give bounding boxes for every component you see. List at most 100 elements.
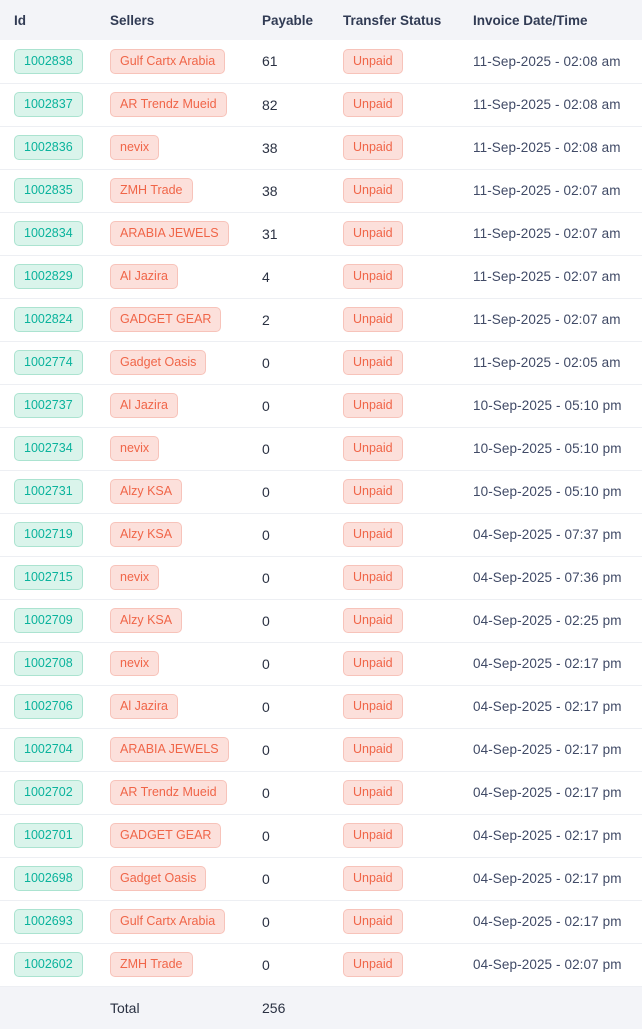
status-cell: Unpaid (329, 469, 459, 513)
seller-badge[interactable]: Gadget Oasis (110, 866, 207, 891)
seller-badge[interactable]: ZMH Trade (110, 952, 193, 977)
payable-value: 0 (248, 555, 329, 599)
seller-badge[interactable]: AR Trendz Mueid (110, 780, 227, 805)
seller-cell: ARABIA JEWELS (96, 727, 248, 771)
payable-value: 31 (248, 211, 329, 255)
seller-badge[interactable]: Alzy KSA (110, 479, 183, 504)
status-badge: Unpaid (343, 909, 403, 934)
invoice-datetime: 10-Sep-2025 - 05:10 pm (459, 469, 642, 513)
payable-value: 0 (248, 426, 329, 470)
seller-badge[interactable]: nevix (110, 436, 160, 461)
status-cell: Unpaid (329, 254, 459, 298)
id-cell: 1002701 (0, 813, 96, 857)
payable-value: 0 (248, 727, 329, 771)
seller-badge[interactable]: ARABIA JEWELS (110, 737, 229, 762)
payable-value: 0 (248, 684, 329, 728)
status-badge: Unpaid (343, 780, 403, 805)
seller-badge[interactable]: AR Trendz Mueid (110, 92, 227, 117)
invoice-id-badge[interactable]: 1002715 (14, 565, 83, 590)
payable-value: 61 (262, 53, 278, 70)
status-badge: Unpaid (343, 694, 403, 719)
status-badge: Unpaid (343, 436, 403, 461)
status-badge: Unpaid (343, 823, 403, 848)
table-row: 1002834 ARABIA JEWELS 31 Unpaid 11-Sep-2… (0, 211, 642, 255)
column-header-payable: Payable (248, 0, 329, 40)
table-row: 1002824 GADGET GEAR 2 Unpaid 11-Sep-2025… (0, 297, 642, 341)
status-badge: Unpaid (343, 866, 403, 891)
seller-badge[interactable]: Alzy KSA (110, 522, 183, 547)
invoice-id-badge[interactable]: 1002693 (14, 909, 83, 934)
seller-badge[interactable]: nevix (110, 135, 160, 160)
invoice-id-badge[interactable]: 1002602 (14, 952, 83, 977)
invoice-id-badge[interactable]: 1002734 (14, 436, 83, 461)
id-cell: 1002698 (0, 856, 96, 900)
invoice-id-badge[interactable]: 1002835 (14, 178, 83, 203)
invoice-datetime: 04-Sep-2025 - 02:17 pm (459, 684, 642, 728)
invoice-id-badge[interactable]: 1002709 (14, 608, 83, 633)
invoice-id-badge[interactable]: 1002731 (14, 479, 83, 504)
seller-badge[interactable]: Alzy KSA (110, 608, 183, 633)
invoice-id-badge[interactable]: 1002834 (14, 221, 83, 246)
invoice-id-badge[interactable]: 1002698 (14, 866, 83, 891)
seller-badge[interactable]: nevix (110, 565, 160, 590)
invoice-id-badge[interactable]: 1002708 (14, 651, 83, 676)
invoice-id-badge[interactable]: 1002701 (14, 823, 83, 848)
invoice-datetime: 04-Sep-2025 - 02:17 pm (459, 856, 642, 900)
table-row: 1002737 Al Jazira 0 Unpaid 10-Sep-2025 -… (0, 383, 642, 427)
table-row: 1002835 ZMH Trade 38 Unpaid 11-Sep-2025 … (0, 168, 642, 212)
invoice-id-badge[interactable]: 1002836 (14, 135, 83, 160)
id-cell: 1002774 (0, 340, 96, 384)
table-row: 1002715 nevix 0 Unpaid 04-Sep-2025 - 07:… (0, 555, 642, 599)
id-cell: 1002709 (0, 598, 96, 642)
table-row: 1002602 ZMH Trade 0 Unpaid 04-Sep-2025 -… (0, 942, 642, 986)
invoice-datetime: 11-Sep-2025 - 02:05 am (459, 340, 642, 384)
invoice-id-badge[interactable]: 1002837 (14, 92, 83, 117)
invoice-id-badge[interactable]: 1002774 (14, 350, 83, 375)
seller-cell: GADGET GEAR (96, 813, 248, 857)
seller-badge[interactable]: Gulf Cartx Arabia (110, 48, 226, 74)
seller-badge[interactable]: Gadget Oasis (110, 350, 207, 375)
invoice-id-badge[interactable]: 1002737 (14, 393, 83, 418)
invoice-id-badge[interactable]: 1002704 (14, 737, 83, 762)
invoice-datetime: 04-Sep-2025 - 07:37 pm (459, 512, 642, 556)
status-cell: Unpaid (329, 340, 459, 384)
seller-badge[interactable]: GADGET GEAR (110, 307, 222, 332)
seller-badge[interactable]: Al Jazira (110, 393, 178, 418)
status-badge: Unpaid (343, 307, 403, 332)
seller-badge[interactable]: nevix (110, 651, 160, 676)
invoice-id-badge[interactable]: 1002838 (14, 48, 83, 74)
invoice-id-badge[interactable]: 1002829 (14, 264, 83, 289)
seller-cell: Al Jazira (96, 684, 248, 728)
status-cell: Unpaid (329, 598, 459, 642)
total-label: Total (96, 985, 248, 1029)
invoice-id-badge[interactable]: 1002824 (14, 307, 83, 332)
invoice-datetime: 11-Sep-2025 - 02:08 am (459, 82, 642, 126)
id-cell: 1002708 (0, 641, 96, 685)
table-row: 1002837 AR Trendz Mueid 82 Unpaid 11-Sep… (0, 82, 642, 126)
invoice-id-badge[interactable]: 1002719 (14, 522, 83, 547)
seller-badge[interactable]: ARABIA JEWELS (110, 221, 229, 246)
seller-badge[interactable]: ZMH Trade (110, 178, 193, 203)
invoice-datetime: 04-Sep-2025 - 02:17 pm (459, 899, 642, 943)
seller-badge[interactable]: Al Jazira (110, 264, 178, 289)
seller-badge[interactable]: Al Jazira (110, 694, 178, 719)
invoice-datetime: 11-Sep-2025 - 02:07 am (459, 254, 642, 298)
column-header-id: Id (0, 0, 96, 40)
seller-cell: GADGET GEAR (96, 297, 248, 341)
status-badge: Unpaid (343, 522, 403, 547)
invoice-datetime: 11-Sep-2025 - 02:07 am (459, 297, 642, 341)
id-cell: 1002824 (0, 297, 96, 341)
status-cell: Unpaid (329, 40, 459, 83)
invoice-id-badge[interactable]: 1002706 (14, 694, 83, 719)
invoice-id-badge[interactable]: 1002702 (14, 780, 83, 805)
invoice-datetime: 11-Sep-2025 - 02:07 am (459, 168, 642, 212)
status-cell: Unpaid (329, 125, 459, 169)
invoice-datetime: 11-Sep-2025 - 02:07 am (459, 211, 642, 255)
table-row: 1002774 Gadget Oasis 0 Unpaid 11-Sep-202… (0, 340, 642, 384)
seller-badge[interactable]: GADGET GEAR (110, 823, 222, 848)
total-row: Total 256 (0, 985, 642, 1029)
seller-cell: Alzy KSA (96, 512, 248, 556)
seller-cell: ARABIA JEWELS (96, 211, 248, 255)
seller-badge[interactable]: Gulf Cartx Arabia (110, 909, 226, 934)
